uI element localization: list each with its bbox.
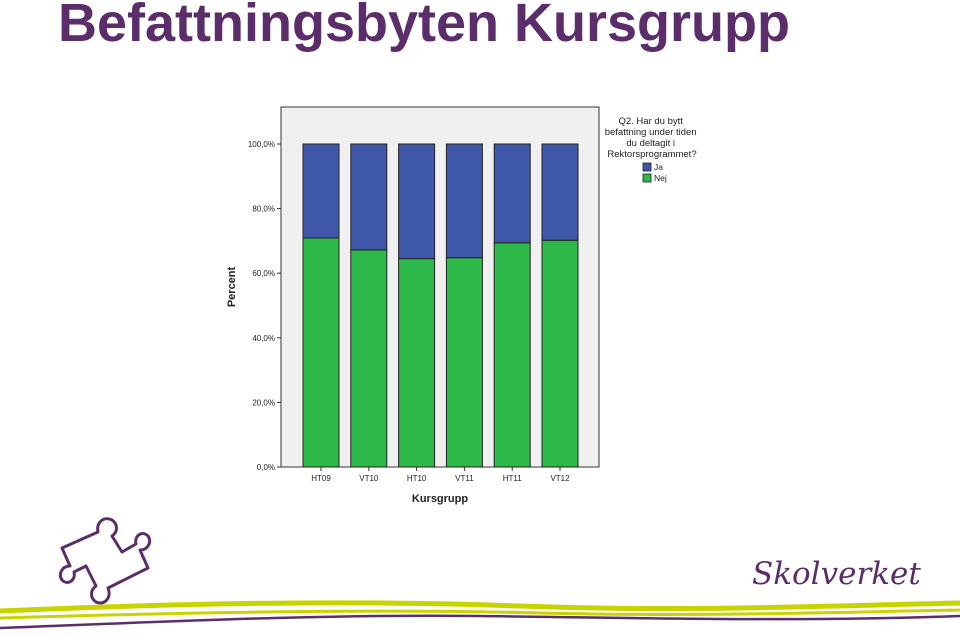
page-title: Befattningsbyten Kursgrupp bbox=[58, 0, 791, 53]
bar-segment-ja bbox=[350, 143, 388, 251]
legend-swatch-nej bbox=[642, 173, 652, 183]
x-tick-label: VT10 bbox=[359, 474, 379, 483]
legend-title-line: Rektorsprogrammet? bbox=[607, 149, 696, 160]
y-tick-label: 60,0% bbox=[252, 269, 275, 278]
x-axis-title: Kursgrupp bbox=[412, 493, 469, 505]
legend-title-line: befattning under tiden bbox=[605, 127, 697, 138]
x-tick-label: HT11 bbox=[503, 474, 523, 483]
puzzle-piece-icon bbox=[58, 517, 152, 605]
bar-segment-ja bbox=[541, 143, 579, 241]
bar-segment-ja bbox=[493, 143, 531, 244]
bar-segment-nej bbox=[493, 242, 531, 468]
bar-segment-nej bbox=[445, 257, 483, 468]
brand-wave-yellow bbox=[0, 600, 960, 614]
y-axis: 0,0% 20,0% 40,0% 60,0% 80,0% 100,0% bbox=[248, 140, 281, 472]
x-axis: HT09 VT10 HT10 VT11 HT11 VT12 bbox=[311, 467, 570, 483]
brand-wave-purple bbox=[0, 614, 960, 630]
bar-segment-ja bbox=[398, 143, 436, 260]
x-tick-label: HT09 bbox=[311, 474, 331, 483]
legend: Q2. Har du bytt befattning under tiden d… bbox=[605, 116, 700, 183]
bar-segment-nej bbox=[302, 237, 340, 468]
legend-title: Q2. Har du bytt befattning under tiden d… bbox=[605, 116, 700, 160]
legend-swatch-ja bbox=[642, 162, 652, 172]
y-tick-label: 80,0% bbox=[252, 205, 275, 214]
bar-segment-nej bbox=[541, 239, 579, 468]
x-tick-label: VT11 bbox=[455, 474, 474, 483]
bar-segment-ja bbox=[302, 143, 340, 239]
y-tick-label: 100,0% bbox=[248, 140, 275, 149]
x-tick-label: HT10 bbox=[407, 474, 427, 483]
brand-logo-text: Skolverket bbox=[752, 556, 921, 592]
y-axis-title: Percent bbox=[226, 266, 238, 307]
bar-segment-nej bbox=[350, 249, 388, 468]
brand-wave-yellow-2 bbox=[0, 608, 960, 620]
y-tick-label: 20,0% bbox=[252, 398, 275, 407]
x-tick-label: VT12 bbox=[550, 474, 570, 483]
y-tick-label: 40,0% bbox=[252, 334, 275, 343]
legend-title-line: Q2. Har du bytt bbox=[618, 116, 683, 127]
legend-label-nej: Nej bbox=[654, 173, 667, 183]
bars-group bbox=[302, 143, 579, 468]
y-tick-label: 0,0% bbox=[257, 463, 275, 472]
legend-title-line: du deltagit i bbox=[626, 138, 675, 149]
legend-label-ja: Ja bbox=[654, 162, 663, 172]
bar-segment-ja bbox=[445, 143, 483, 259]
